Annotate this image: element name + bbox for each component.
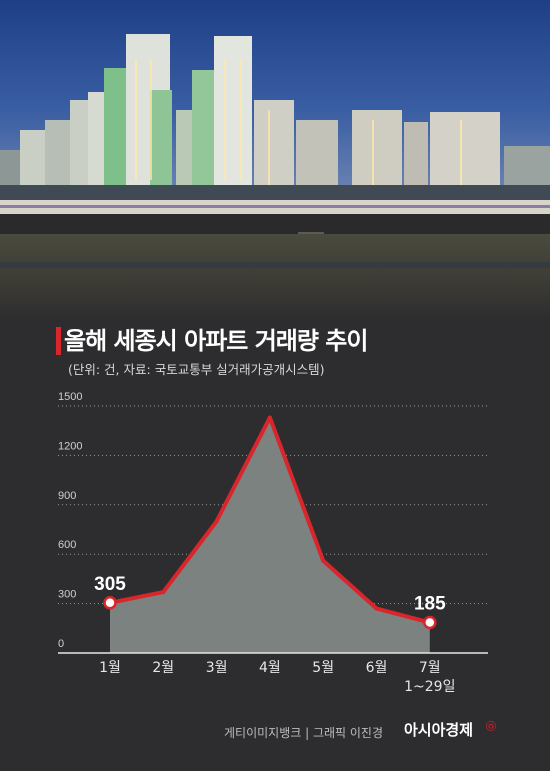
x-tick-label: 7월 1~29일 [404,660,455,695]
data-point-marker [103,596,117,610]
x-tick-label: 5월 [312,660,334,676]
area-fill [110,417,430,653]
y-tick-label: 600 [58,539,76,551]
y-tick-label: 0 [58,638,64,650]
brand-logo: 아시아경제 [404,721,474,739]
data-point [267,415,272,420]
y-tick-label: 900 [58,490,76,502]
chart-title: 올해 세종시 아파트 거래량 추이 [64,327,368,355]
data-label: 305 [94,574,126,595]
title-accent-bar [56,327,61,355]
data-point [374,606,379,611]
data-label: 185 [414,594,446,615]
data-point-marker [423,615,437,630]
credit-text: 게티이미지뱅크 | 그래픽 이진경 [224,726,384,740]
data-point [214,519,219,524]
data-point [321,558,326,563]
x-tick-label: 6월 [366,660,388,676]
y-tick-label: 1200 [58,440,82,452]
sejong-city-night-photo [0,0,550,320]
x-tick-label: 2월 [152,660,174,676]
chart-subtitle: (단위: 건, 자료: 국토교통부 실거래가공개시스템) [68,362,325,377]
x-tick-label: 1월 [99,660,121,676]
x-tick-label: 3월 [206,660,228,676]
brand-mark-icon: ㉧ [486,722,496,733]
y-tick-label: 300 [58,589,76,601]
y-tick-label: 1500 [58,391,82,403]
data-point [161,590,166,595]
x-tick-label: 4월 [259,660,281,676]
